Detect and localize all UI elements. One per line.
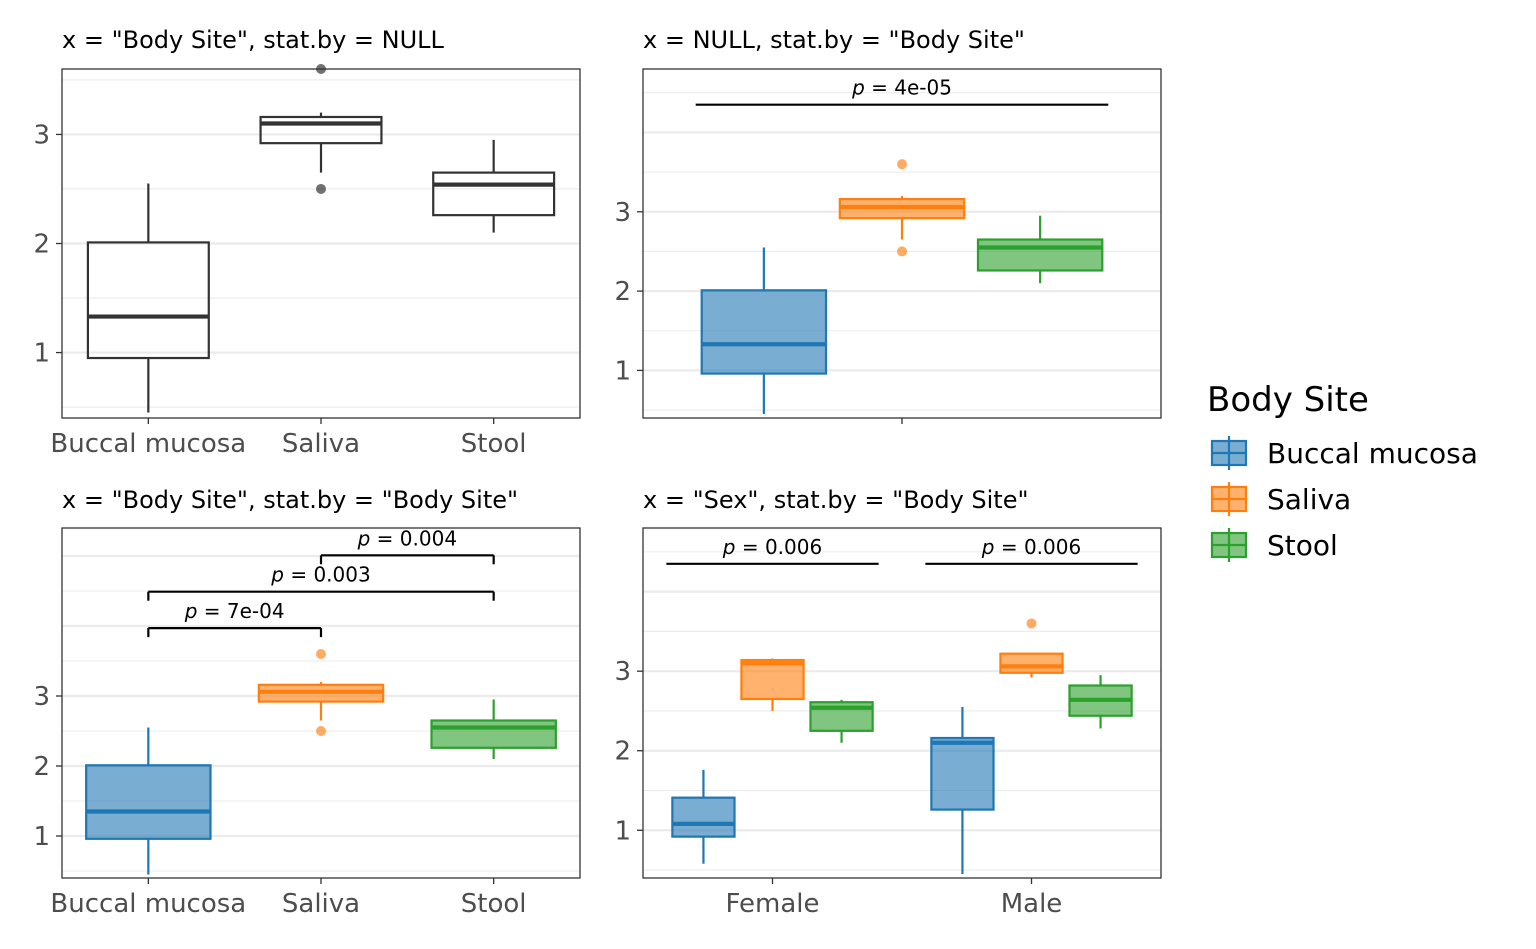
box-body (976, 238, 1104, 272)
y-tick-label: 1 (614, 816, 631, 846)
panel-border (642, 527, 1162, 879)
outlier-point (316, 183, 326, 194)
comparison-0-003: p = 0.003 (147, 563, 495, 601)
p-value-label: p = 0.003 (270, 563, 370, 587)
legend-label-stool: Stool (1267, 529, 1338, 562)
outlier-point (316, 649, 326, 659)
box-male-buccal-mucosa (930, 706, 995, 875)
panel-3-title: x = "Body Site", stat.by = "Body Site" (62, 486, 518, 514)
box-male-saliva (999, 618, 1064, 678)
panel-4-title: x = "Sex", stat.by = "Body Site" (643, 486, 1029, 514)
x-tick-label-male: Male (1001, 889, 1063, 919)
y-tick-label: 1 (33, 822, 50, 852)
legend-key-saliva (1210, 482, 1248, 516)
box-body (432, 171, 556, 217)
box-female-buccal-mucosa (671, 769, 736, 864)
p-value-label: p = 0.004 (357, 526, 457, 550)
box-saliva-saliva (257, 649, 385, 736)
box-stool-stool (430, 699, 557, 759)
box-stool-stool (432, 139, 556, 233)
y-tick-label: 3 (33, 682, 50, 712)
outlier-point (1026, 618, 1037, 629)
x-tick-label-buccal-mucosa: Buccal mucosa (50, 889, 246, 919)
box-body (671, 796, 736, 838)
panel-2-title: x = NULL, stat.by = "Body Site" (643, 26, 1025, 54)
comparison-0-006: p = 0.006 (925, 535, 1138, 565)
p-value-label: p = 7e-04 (184, 599, 285, 623)
box-female-stool (809, 699, 874, 743)
box-body (700, 289, 828, 375)
panel-3-plot: 1 2 3 Buccal mucosa Saliva Stool p = 7e-04 p = … (33, 526, 581, 919)
p-value-label: p = 0.006 (981, 535, 1081, 559)
comparison-0-006: p = 0.006 (666, 535, 879, 565)
legend: Body Site Buccal mucosa Saliva Stool (1207, 380, 1478, 562)
y-tick-label: 3 (614, 657, 631, 687)
legend-keys (1210, 436, 1248, 562)
panel-4-plot: 1 2 3 Female Male p = 0.006 p = 0.006 (614, 527, 1162, 919)
box-all-saliva (838, 159, 966, 257)
box-body (86, 241, 210, 360)
box-buccal-mucosa-buccal-mucosa (86, 183, 210, 413)
p-value-label: p = 0.006 (722, 535, 822, 559)
y-tick-label: 1 (33, 339, 50, 369)
x-tick-label-buccal-mucosa: Buccal mucosa (50, 429, 246, 459)
outlier-point (316, 64, 326, 74)
comparison-4e-05: p = 4e-05 (695, 76, 1109, 106)
legend-title: Body Site (1207, 380, 1369, 420)
box-body (430, 719, 557, 749)
box-all-stool (976, 215, 1104, 284)
y-tick-label: 2 (33, 230, 50, 260)
x-tick-label-stool: Stool (461, 889, 527, 919)
box-all-buccal-mucosa (700, 247, 828, 415)
x-tick-label-saliva: Saliva (282, 429, 360, 459)
y-tick-label: 2 (33, 752, 50, 782)
x-tick-label-stool: Stool (461, 429, 527, 459)
y-tick-label: 3 (33, 120, 50, 150)
y-tick-label: 2 (614, 277, 631, 307)
panel-2-plot: 1 2 3 p = 4e-05 (614, 68, 1162, 424)
box-female-saliva (740, 658, 805, 711)
box-male-stool (1068, 675, 1133, 729)
box-body (999, 652, 1064, 674)
box-saliva-saliva (259, 64, 383, 194)
y-tick-label: 2 (614, 737, 631, 767)
x-tick-label-saliva: Saliva (282, 889, 360, 919)
box-body (85, 764, 212, 840)
box-body (259, 115, 383, 145)
y-tick-label: 1 (614, 356, 631, 386)
outlier-point (897, 159, 907, 170)
p-value-label: p = 4e-05 (851, 76, 952, 100)
legend-label-buccal-mucosa: Buccal mucosa (1267, 437, 1478, 470)
panel-1-plot: 1 2 3 Buccal mucosa Saliva Stool (33, 64, 581, 459)
x-tick-label-female: Female (725, 889, 819, 919)
y-tick-label: 3 (614, 198, 631, 228)
box-body (740, 658, 805, 701)
legend-key-buccal-mucosa (1210, 436, 1248, 470)
box-buccal-mucosa-buccal-mucosa (85, 727, 212, 875)
outlier-point (897, 246, 907, 257)
legend-label-saliva: Saliva (1267, 483, 1351, 516)
box-body (930, 736, 995, 811)
comparison-7e-04: p = 7e-04 (147, 599, 323, 638)
comparison-0-004: p = 0.004 (319, 526, 495, 565)
outlier-point (316, 726, 326, 736)
panel-1-title: x = "Body Site", stat.by = NULL (62, 26, 445, 54)
legend-key-stool (1210, 528, 1248, 562)
